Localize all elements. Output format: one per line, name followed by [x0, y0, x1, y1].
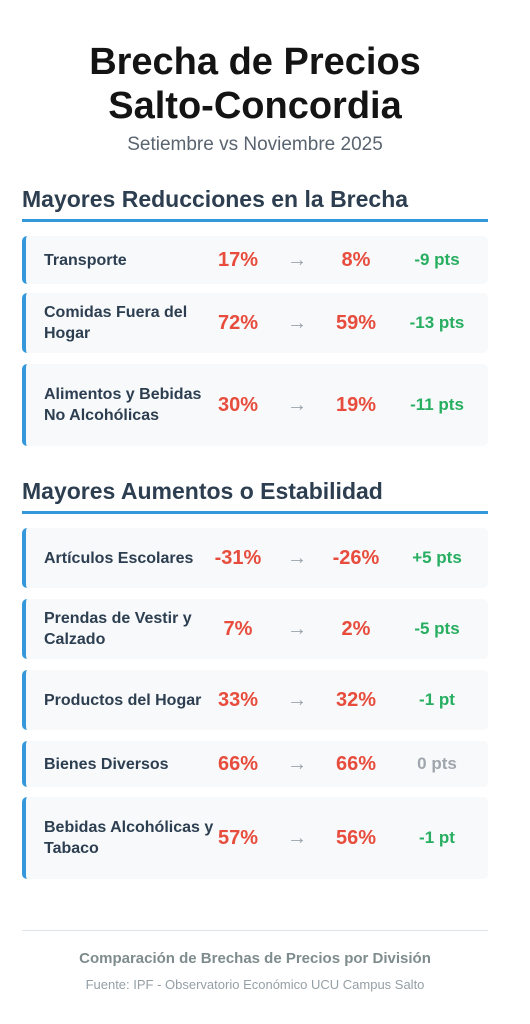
arrow-right-icon: → [287, 826, 307, 849]
gap-change: -1 pt [419, 690, 455, 709]
gap-september: 72% [217, 311, 259, 334]
gap-september: 7% [223, 617, 253, 640]
page-title: Brecha de Precios Salto-Concordia [0, 40, 510, 128]
gap-november: 32% [335, 688, 377, 711]
division-card-bebidas: Bebidas Alcohólicas y Tabaco 57% → 56% -… [22, 797, 488, 879]
arrow-right-icon: → [287, 546, 307, 569]
division-card-comidas: Comidas Fuera del Hogar 72% → 59% -13 pt… [22, 293, 488, 353]
gap-september: 57% [217, 826, 259, 849]
division-label: Artículos Escolares [44, 549, 194, 567]
gap-september: 33% [217, 688, 259, 711]
gap-change: -5 pts [414, 619, 460, 638]
gap-change: -1 pt [419, 828, 455, 847]
division-label: Bienes Diversos [44, 755, 169, 773]
division-label: Prendas de Vestir y Calzado [44, 610, 192, 648]
gap-november: 66% [335, 752, 377, 775]
footer-title: Comparación de Brechas de Precios por Di… [79, 950, 431, 967]
arrow-right-icon: → [287, 248, 307, 271]
page-title-line-2: Salto-Concordia [108, 85, 402, 127]
page-subtitle: Setiembre vs Noviembre 2025 [127, 134, 383, 155]
gap-september: 17% [217, 248, 259, 271]
division-card-bienes: Bienes Diversos 66% → 66% 0 pts [22, 741, 488, 787]
arrow-right-icon: → [287, 688, 307, 711]
gap-change: 0 pts [417, 754, 457, 773]
gap-change: -9 pts [414, 250, 460, 269]
gap-november: 8% [341, 248, 371, 271]
division-card-transporte: Transporte 17% → 8% -9 pts [22, 236, 488, 284]
section-title-reductions: Mayores Reducciones en la Brecha [22, 186, 488, 222]
footer-source: Fuente: IPF - Observatorio Económico UCU… [85, 977, 425, 992]
arrow-right-icon: → [287, 311, 307, 334]
gap-september: 66% [217, 752, 259, 775]
division-card-escolares: Artículos Escolares -31% → -26% +5 pts [22, 528, 488, 588]
division-label: Transporte [44, 251, 127, 269]
division-label: Bebidas Alcohólicas y Tabaco [44, 819, 214, 857]
page-title-line-1: Brecha de Precios [89, 41, 421, 83]
gap-change: +5 pts [412, 548, 462, 567]
division-label: Comidas Fuera del Hogar [44, 304, 188, 342]
arrow-right-icon: → [287, 393, 307, 416]
division-label: Productos del Hogar [44, 691, 202, 709]
section-title-increases: Mayores Aumentos o Estabilidad [22, 478, 488, 514]
gap-september: 30% [217, 393, 259, 416]
gap-change: -13 pts [409, 313, 465, 332]
division-card-alimentos: Alimentos y Bebidas No Alcohólicas 30% →… [22, 364, 488, 446]
arrow-right-icon: → [287, 752, 307, 775]
division-card-hogar: Productos del Hogar 33% → 32% -1 pt [22, 670, 488, 730]
gap-november: 19% [335, 393, 377, 416]
gap-change: -11 pts [410, 395, 464, 414]
arrow-right-icon: → [287, 617, 307, 640]
gap-november: 56% [335, 826, 377, 849]
gap-november: 2% [341, 617, 371, 640]
division-label: Alimentos y Bebidas No Alcohólicas [44, 386, 202, 424]
footer-divider [22, 930, 488, 931]
gap-september: -31% [214, 546, 262, 569]
division-card-prendas: Prendas de Vestir y Calzado 7% → 2% -5 p… [22, 599, 488, 659]
gap-november: 59% [335, 311, 377, 334]
gap-november: -26% [332, 546, 380, 569]
